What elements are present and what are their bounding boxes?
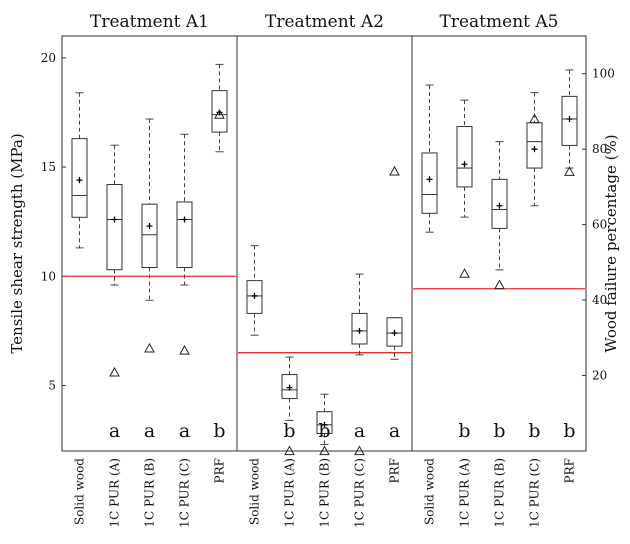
category-labels: Solid wood 1C PUR (A) 1C PUR (B) 1C PUR (C)…: [73, 458, 577, 528]
right-axis-tick-label: 40: [592, 293, 607, 307]
mean-marker: [496, 202, 503, 209]
category-label: 1C PUR (A): [283, 458, 297, 528]
outlier-marker: [389, 165, 400, 176]
significance-letter: a: [389, 420, 400, 442]
box-2-3: [526, 92, 543, 207]
category-label: 1C PUR (B): [143, 458, 157, 528]
significance-letter: a: [109, 420, 120, 442]
box-2-0: [421, 84, 438, 233]
outlier-marker: [109, 366, 120, 377]
significance-letter: b: [213, 420, 225, 442]
box-1-1: [281, 356, 298, 456]
panel-title: Treatment A2: [265, 12, 384, 32]
outlier-marker: [214, 109, 225, 119]
significance-letter: b: [458, 420, 470, 442]
outlier-marker: [354, 445, 365, 456]
panel-titles: Treatment A1 Treatment A2 Treatment A5: [90, 12, 558, 32]
category-label: PRF: [388, 458, 402, 483]
box-iqr: [421, 152, 438, 214]
mean-marker: [356, 327, 363, 334]
box-0-2: [141, 118, 158, 353]
right-axis-tick-label: 80: [592, 142, 607, 156]
box-1-3: [351, 273, 368, 456]
significance-letter: a: [354, 420, 365, 442]
box-1-0: [246, 245, 263, 336]
right-axis-tick-label: 100: [592, 67, 615, 81]
left-axis-tick-label: 20: [41, 51, 56, 65]
box-0-4: [211, 63, 228, 153]
category-label: Solid wood: [248, 458, 262, 525]
box-2-2: [491, 141, 508, 290]
category-label: 1C PUR (C): [178, 458, 192, 528]
significance-letter: a: [144, 420, 155, 442]
significance-letter: b: [563, 420, 575, 442]
outlier-marker: [319, 445, 330, 456]
panel-title: Treatment A5: [440, 12, 559, 32]
mean-marker: [111, 216, 118, 223]
mean-marker: [251, 292, 258, 299]
outlier-marker: [529, 113, 540, 124]
category-label: PRF: [563, 458, 577, 483]
mean-marker: [391, 330, 398, 337]
mean-marker: [146, 223, 153, 230]
left-axis-tick-label: 5: [48, 378, 56, 392]
right-axis-tick-label: 20: [592, 369, 607, 383]
category-label: 1C PUR (B): [318, 458, 332, 528]
box-iqr: [526, 122, 543, 169]
right-axis-tick-label: 60: [592, 218, 607, 232]
box-0-1: [106, 144, 123, 377]
category-label: 1C PUR (B): [493, 458, 507, 528]
mean-marker: [181, 216, 188, 223]
box-iqr: [106, 184, 123, 271]
mean-marker: [321, 421, 328, 428]
box-2-1: [456, 99, 473, 278]
left-axis-title: Tensile shear strength (MPa): [8, 133, 26, 353]
mean-marker: [426, 176, 433, 183]
category-label: 1C PUR (A): [108, 458, 122, 528]
box-1-2: [316, 393, 333, 456]
significance-letter: b: [318, 420, 330, 442]
outlier-marker: [564, 166, 575, 176]
plot-frame: [61, 35, 587, 452]
mean-marker: [76, 177, 83, 184]
axes: 5 10 15 20 20 40 60 80 100 Tensile shear strength…: [8, 51, 620, 393]
outlier-marker: [284, 445, 295, 456]
box-0-3: [176, 133, 193, 355]
outlier-marker: [494, 279, 505, 290]
mean-marker: [531, 146, 538, 153]
category-label: 1C PUR (C): [353, 458, 367, 528]
mean-marker: [566, 116, 573, 122]
box-iqr: [141, 203, 158, 269]
box-iqr: [176, 201, 193, 269]
category-label: 1C PUR (A): [458, 458, 472, 528]
left-axis-tick-label: 10: [41, 269, 56, 283]
mean-marker: [461, 161, 468, 168]
significance-letter: b: [528, 420, 540, 442]
box-2-4: [561, 69, 578, 176]
outlier-marker: [459, 268, 470, 278]
panel-title: Treatment A1: [90, 12, 209, 32]
left-axis-tick-label: 15: [41, 160, 56, 174]
box-iqr: [456, 126, 473, 188]
significance-letter: b: [283, 420, 295, 442]
significance-letter: b: [493, 420, 505, 442]
box-0-0: [71, 92, 88, 249]
mean-marker: [286, 384, 293, 391]
outlier-marker: [144, 342, 155, 353]
category-label: PRF: [213, 458, 227, 483]
right-axis-title: Wood failure percentage (%): [602, 134, 620, 352]
outlier-marker: [179, 344, 190, 355]
significance-letter: a: [179, 420, 190, 442]
box-1-4: [386, 165, 403, 360]
category-label: 1C PUR (C): [528, 458, 542, 528]
plot-border: [61, 35, 587, 452]
category-label: Solid wood: [73, 458, 87, 525]
category-label: Solid wood: [423, 458, 437, 525]
